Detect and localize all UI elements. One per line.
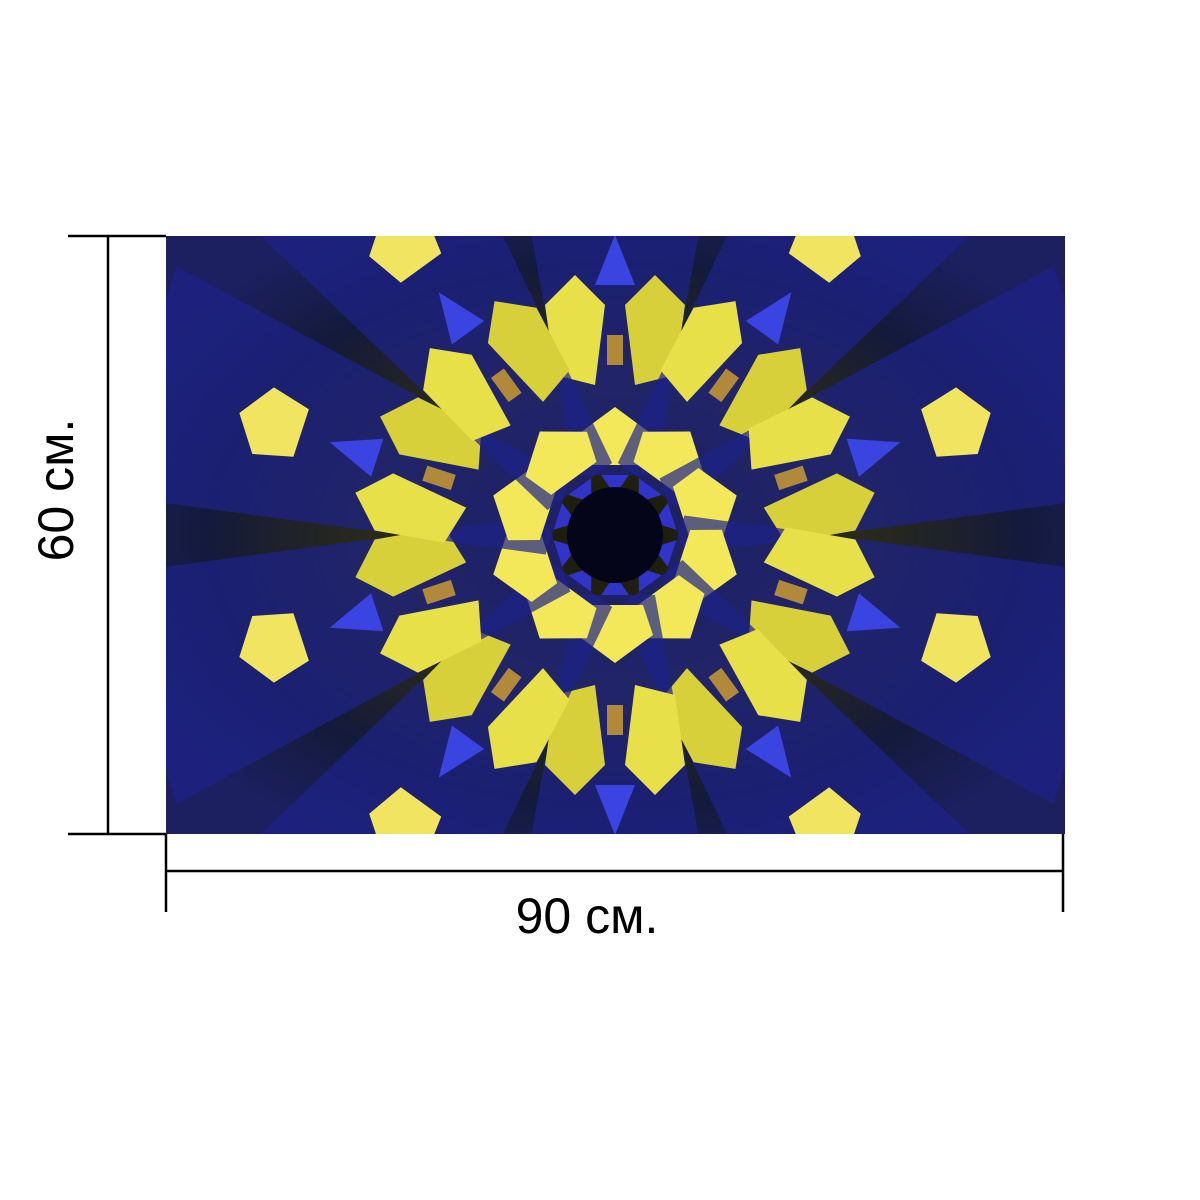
- yellow-arm: [380, 397, 482, 470]
- yellow-tip: [369, 236, 442, 283]
- yellow-arm: [380, 600, 482, 673]
- gold-bit: [422, 465, 456, 491]
- yellow-arm: [748, 600, 850, 673]
- yellow-arm: [660, 668, 743, 769]
- yellow-arm: [423, 348, 511, 441]
- yellow-arm: [487, 668, 570, 769]
- blue-shard: [329, 438, 384, 477]
- gold-bit: [422, 579, 456, 605]
- gold-bit: [490, 667, 522, 702]
- yellow-arm: [423, 629, 511, 722]
- center: [567, 487, 663, 583]
- kaleidoscope: [166, 140, 1065, 834]
- petal: [653, 266, 1065, 555]
- blue-shard: [595, 785, 635, 834]
- yellow-tip: [369, 787, 442, 834]
- blue-shard: [846, 593, 901, 632]
- blue-bit: [568, 567, 592, 592]
- yellow-arm: [355, 527, 467, 597]
- blue-shard: [745, 725, 792, 778]
- gold-bit: [708, 667, 740, 702]
- blue-bit: [638, 567, 662, 592]
- yellow-arm: [719, 348, 807, 441]
- yellow-tip: [788, 236, 861, 283]
- yellow-tip: [239, 387, 309, 457]
- gold-bit: [774, 579, 808, 605]
- blue-bit: [601, 575, 629, 595]
- blue-ray: [166, 266, 571, 555]
- blue-shard: [438, 725, 485, 778]
- yellow-arm: [660, 301, 743, 402]
- blue-shard: [438, 292, 485, 345]
- blue-shard: [329, 593, 384, 632]
- yellow-arm: [625, 685, 685, 795]
- yellow-tip: [921, 387, 991, 457]
- petal: [617, 560, 1006, 834]
- blue-shard: [745, 292, 792, 345]
- blue-bit: [638, 478, 662, 503]
- blue-ray: [166, 515, 571, 804]
- yellow-arm: [719, 629, 807, 722]
- yellow-arm: [487, 301, 570, 402]
- petal: [166, 515, 577, 804]
- yellow-arm: [748, 397, 850, 470]
- height-label: 60 см.: [28, 419, 84, 562]
- blue-bit: [601, 475, 629, 495]
- yellow-tip: [239, 613, 309, 683]
- blue-shard: [595, 236, 635, 285]
- gold-bit: [490, 368, 522, 403]
- yellow-arm: [763, 473, 875, 543]
- yellow-arm: [763, 527, 875, 597]
- gold-bit: [607, 335, 623, 365]
- gold-bit: [774, 465, 808, 491]
- yellow-tip: [788, 787, 861, 834]
- blue-shard: [846, 438, 901, 477]
- print-artwork: [166, 140, 1065, 834]
- yellow-arm: [355, 473, 467, 543]
- width-label: 90 см.: [516, 888, 659, 944]
- yellow-tip: [580, 140, 650, 205]
- petal: [224, 236, 613, 510]
- petal: [653, 515, 1065, 804]
- yellow-core: [525, 431, 597, 495]
- gold-bit: [607, 705, 623, 735]
- yellow-tip: [921, 613, 991, 683]
- gold-bit: [708, 368, 740, 403]
- blue-bit: [568, 478, 592, 503]
